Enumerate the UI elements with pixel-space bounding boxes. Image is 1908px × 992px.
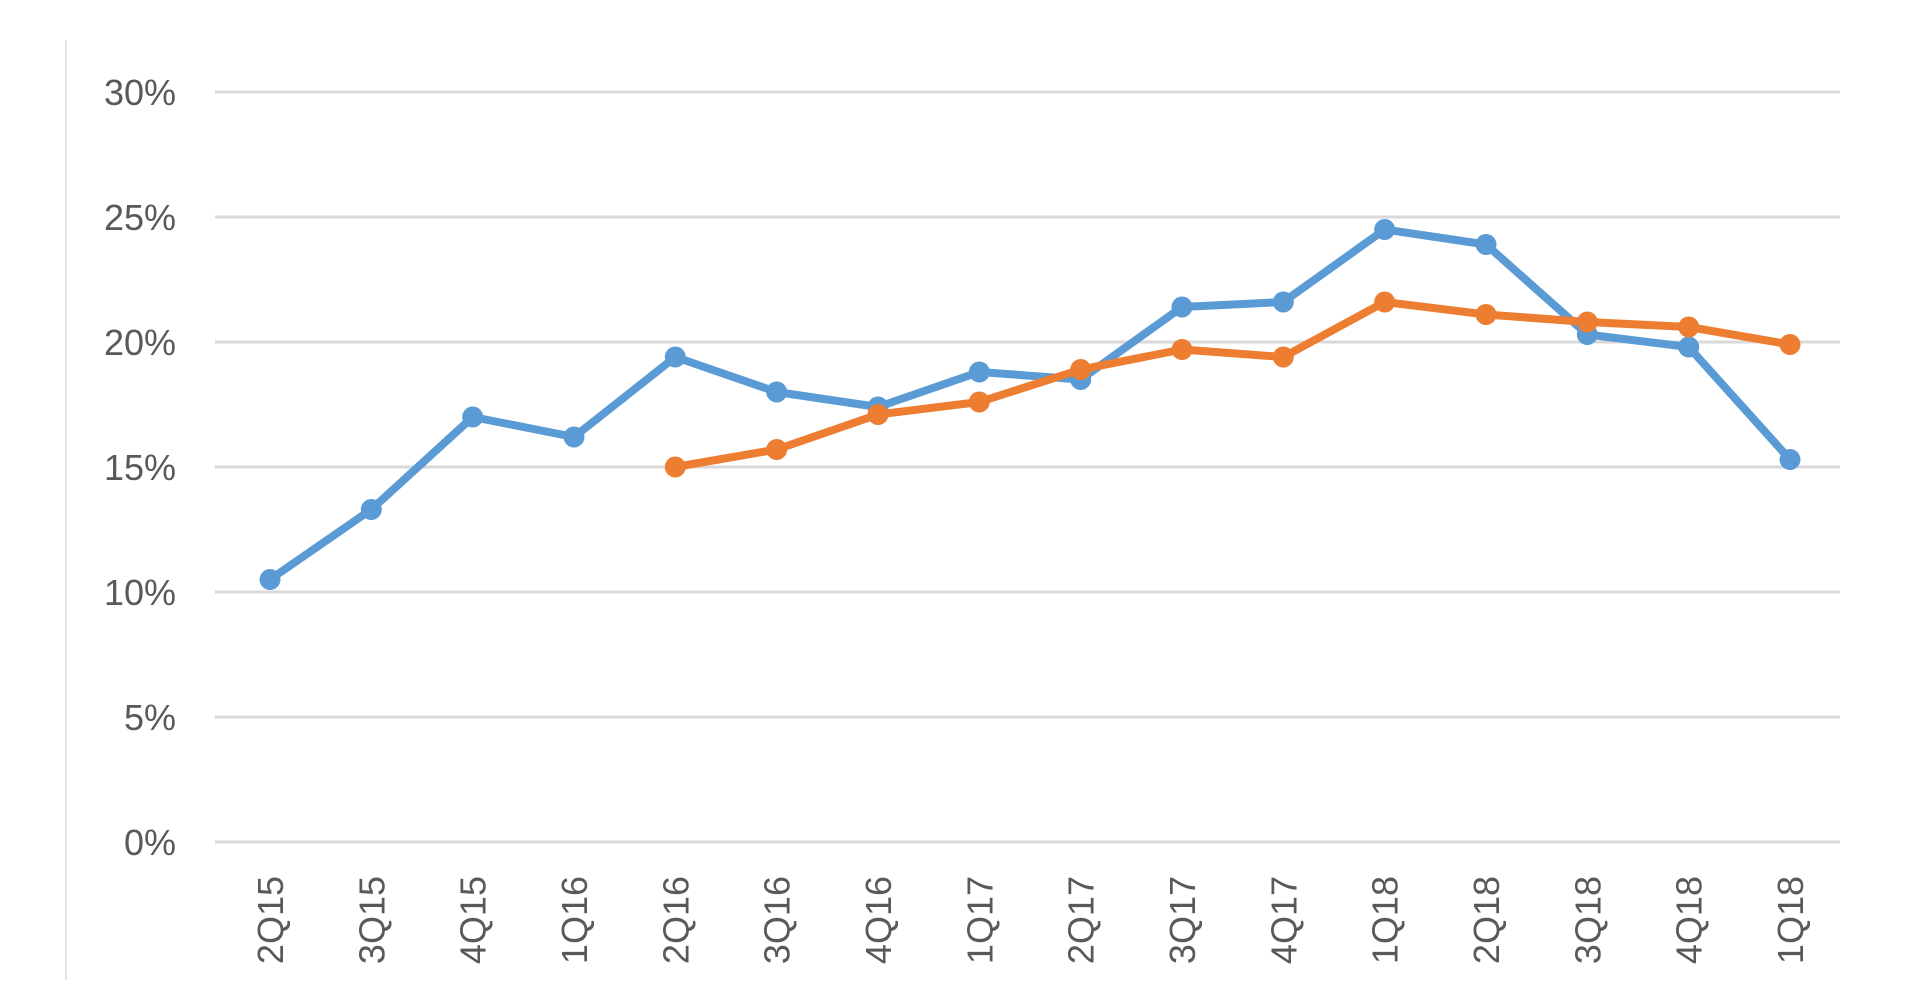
series-2-point: [664, 456, 686, 478]
x-tick-label: 2Q18: [1466, 876, 1507, 964]
series-2-point: [1070, 359, 1092, 380]
x-tick-label: 3Q18: [1567, 876, 1608, 964]
series-1-point: [1374, 219, 1396, 240]
series-1-point: [259, 569, 281, 590]
x-tick-label: 1Q17: [959, 876, 1000, 964]
y-tick-label: 15%: [104, 447, 176, 488]
x-tick-label: 4Q17: [1263, 876, 1304, 964]
x-tick-label: 3Q17: [1162, 876, 1203, 964]
series-2-point: [1272, 346, 1294, 368]
series-1-point: [1272, 291, 1294, 313]
series-1-point: [1779, 449, 1801, 470]
x-tick-label: 3Q16: [757, 876, 798, 964]
y-tick-label: 25%: [104, 197, 176, 238]
y-axis-tick-labels: 0% 5% 10% 15% 20% 25% 30%: [104, 72, 176, 863]
x-tick-label: 4Q15: [453, 876, 494, 964]
x-tick-label: 1Q18: [1770, 876, 1811, 964]
y-tick-label: 10%: [104, 572, 176, 613]
series-2-point: [1475, 304, 1497, 325]
series-1-point: [968, 361, 990, 383]
series-1-point: [462, 406, 484, 428]
x-axis-tick-labels: 2Q15 3Q15 4Q15 1Q16 2Q16 3Q16 4Q16 1Q17 2Q17 3Q17…: [250, 876, 1811, 964]
series-2-point: [867, 404, 889, 425]
series-2-point: [1779, 334, 1801, 355]
x-tick-label: 2Q16: [655, 876, 696, 964]
series-2-point: [1678, 316, 1700, 338]
y-tick-label: 20%: [104, 322, 176, 363]
y-tick-label: 30%: [104, 72, 176, 113]
y-tick-label: 0%: [124, 822, 176, 863]
series-1-point: [1475, 234, 1497, 255]
series-2-point: [1171, 339, 1193, 360]
x-tick-label: 4Q16: [858, 876, 899, 964]
series-2-point: [968, 391, 990, 413]
series-1: [259, 219, 1801, 590]
series-1-point: [360, 499, 382, 520]
series-2-point: [1374, 291, 1396, 313]
x-tick-label: 4Q18: [1669, 876, 1710, 964]
gridlines: [215, 90, 1840, 844]
x-tick-label: 2Q15: [250, 876, 291, 964]
series-2-point: [766, 439, 788, 460]
series-1-point: [766, 381, 788, 403]
series-2-point: [1576, 311, 1598, 333]
series-1-line: [266, 225, 1794, 584]
x-tick-label: 2Q17: [1061, 876, 1102, 964]
series-1-point: [563, 426, 585, 448]
series-2: [664, 291, 1801, 478]
series-1-point: [1678, 336, 1700, 358]
series-lines: [259, 219, 1801, 590]
x-tick-label: 1Q16: [554, 876, 595, 964]
series-1-point: [1171, 296, 1193, 318]
series-1-point: [664, 346, 686, 368]
series-2-line: [671, 298, 1794, 471]
x-tick-label: 3Q15: [351, 876, 392, 964]
y-tick-label: 5%: [124, 697, 176, 738]
x-tick-label: 1Q18: [1365, 876, 1406, 964]
